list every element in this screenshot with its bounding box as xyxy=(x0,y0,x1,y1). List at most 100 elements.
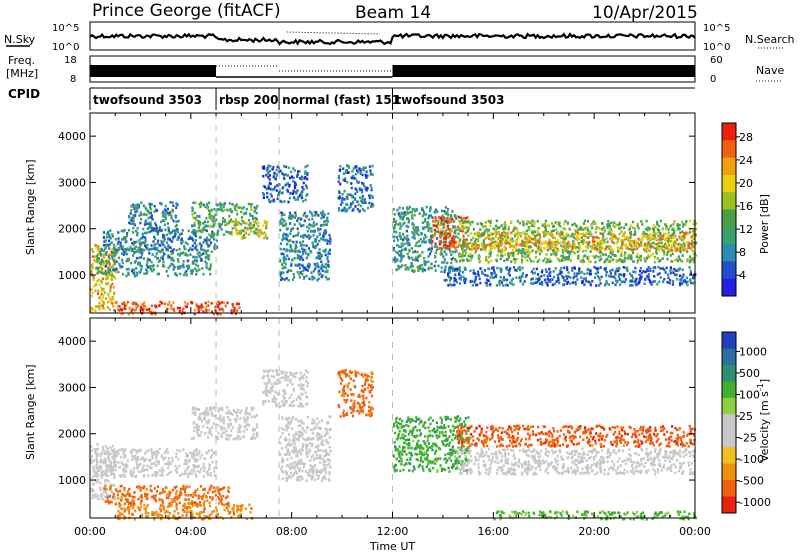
heatmap-cell xyxy=(515,238,518,242)
heatmap-cell xyxy=(251,214,254,218)
heatmap-cell xyxy=(284,257,287,261)
heatmap-cell xyxy=(494,224,498,228)
heatmap-cell xyxy=(608,245,611,248)
heatmap-cell xyxy=(215,203,218,206)
heatmap-cell xyxy=(273,171,276,175)
heatmap-cell xyxy=(187,229,190,233)
heatmap-cell xyxy=(502,234,505,238)
heatmap-cell xyxy=(98,307,101,311)
heatmap-cell xyxy=(148,307,151,311)
heatmap-cell xyxy=(603,260,606,264)
heatmap-cell xyxy=(192,232,195,235)
heatmap-cell xyxy=(220,228,223,231)
heatmap-cell xyxy=(494,243,497,247)
heatmap-cell xyxy=(113,483,116,487)
heatmap-cell xyxy=(456,228,459,231)
heatmap-cell xyxy=(239,516,242,519)
heatmap-cell xyxy=(134,260,137,263)
heatmap-cell xyxy=(434,260,437,263)
heatmap-cell xyxy=(240,216,244,219)
heatmap-cell xyxy=(655,250,658,254)
heatmap-cell xyxy=(669,236,672,240)
heatmap-cell xyxy=(673,244,676,248)
heatmap-cell xyxy=(352,167,355,170)
heatmap-cell xyxy=(195,475,198,478)
heatmap-cell xyxy=(429,207,432,211)
heatmap-cell xyxy=(415,241,418,245)
heatmap-cell xyxy=(533,223,536,226)
heatmap-cell xyxy=(280,247,283,251)
heatmap-cell xyxy=(111,235,114,238)
heatmap-cell xyxy=(407,243,410,247)
heatmap-cell xyxy=(100,260,103,263)
heatmap-cell xyxy=(320,216,323,220)
heatmap-cell xyxy=(589,244,592,248)
heatmap-cell xyxy=(631,251,635,254)
heatmap-cell xyxy=(624,251,627,254)
heatmap-cell xyxy=(268,200,271,204)
heatmap-cell xyxy=(315,244,318,248)
heatmap-cell xyxy=(674,258,677,262)
heatmap-cell xyxy=(301,273,304,276)
heatmap-cell xyxy=(127,267,130,271)
heatmap-cell xyxy=(571,242,574,245)
heatmap-cell xyxy=(257,224,260,228)
heatmap-cell xyxy=(417,233,420,237)
heatmap-cell xyxy=(292,240,295,244)
heatmap-cell xyxy=(440,216,443,220)
heatmap-cell xyxy=(126,459,129,463)
heatmap-cell xyxy=(244,211,247,215)
heatmap-cell xyxy=(659,259,662,262)
heatmap-cell xyxy=(148,248,152,251)
heatmap-cell xyxy=(209,474,212,477)
heatmap-cell xyxy=(289,192,292,195)
heatmap-cell xyxy=(209,272,212,276)
heatmap-cell xyxy=(539,246,542,250)
heatmap-cell xyxy=(319,272,322,276)
heatmap-cell xyxy=(266,237,269,240)
heatmap-cell xyxy=(549,247,552,251)
heatmap-cell xyxy=(620,280,623,284)
heatmap-cell xyxy=(118,505,121,508)
heatmap-cell xyxy=(112,298,115,302)
heatmap-cell xyxy=(664,242,667,246)
heatmap-cell xyxy=(161,466,164,470)
heatmap-cell xyxy=(212,225,215,228)
heatmap-cell xyxy=(486,231,489,234)
heatmap-cell xyxy=(284,262,287,266)
heatmap-cell xyxy=(507,254,510,257)
heatmap-cell xyxy=(572,236,576,239)
heatmap-cell xyxy=(214,309,217,312)
heatmap-cell xyxy=(213,223,216,226)
heatmap-cell xyxy=(299,193,302,197)
heatmap-cell xyxy=(426,221,429,224)
heatmap-cell xyxy=(646,234,649,237)
heatmap-cell xyxy=(164,511,167,514)
heatmap-cell xyxy=(122,450,125,453)
heatmap-cell xyxy=(249,214,252,217)
heatmap-cell xyxy=(136,463,139,467)
heatmap-cell xyxy=(280,211,283,214)
heatmap-cell xyxy=(694,222,698,225)
heatmap-cell xyxy=(129,469,132,473)
heatmap-cell xyxy=(103,307,106,311)
heatmap-cell xyxy=(639,257,642,261)
heatmap-cell xyxy=(107,470,110,473)
heatmap-cell xyxy=(582,277,585,281)
heatmap-cell xyxy=(495,219,498,223)
heatmap-cell xyxy=(292,167,295,170)
heatmap-cell xyxy=(92,284,95,288)
heatmap-cell xyxy=(184,241,187,244)
heatmap-cell xyxy=(591,236,594,239)
heatmap-cell xyxy=(395,235,398,239)
heatmap-cell xyxy=(575,274,578,278)
heatmap-cell xyxy=(151,510,154,514)
heatmap-cell xyxy=(165,209,168,213)
heatmap-cell xyxy=(192,260,195,263)
heatmap-cell xyxy=(136,231,139,235)
heatmap-cell xyxy=(445,278,448,282)
heatmap-cell xyxy=(561,254,564,258)
heatmap-cell xyxy=(99,298,103,302)
heatmap-cell xyxy=(303,266,307,270)
heatmap-cell xyxy=(522,232,525,235)
